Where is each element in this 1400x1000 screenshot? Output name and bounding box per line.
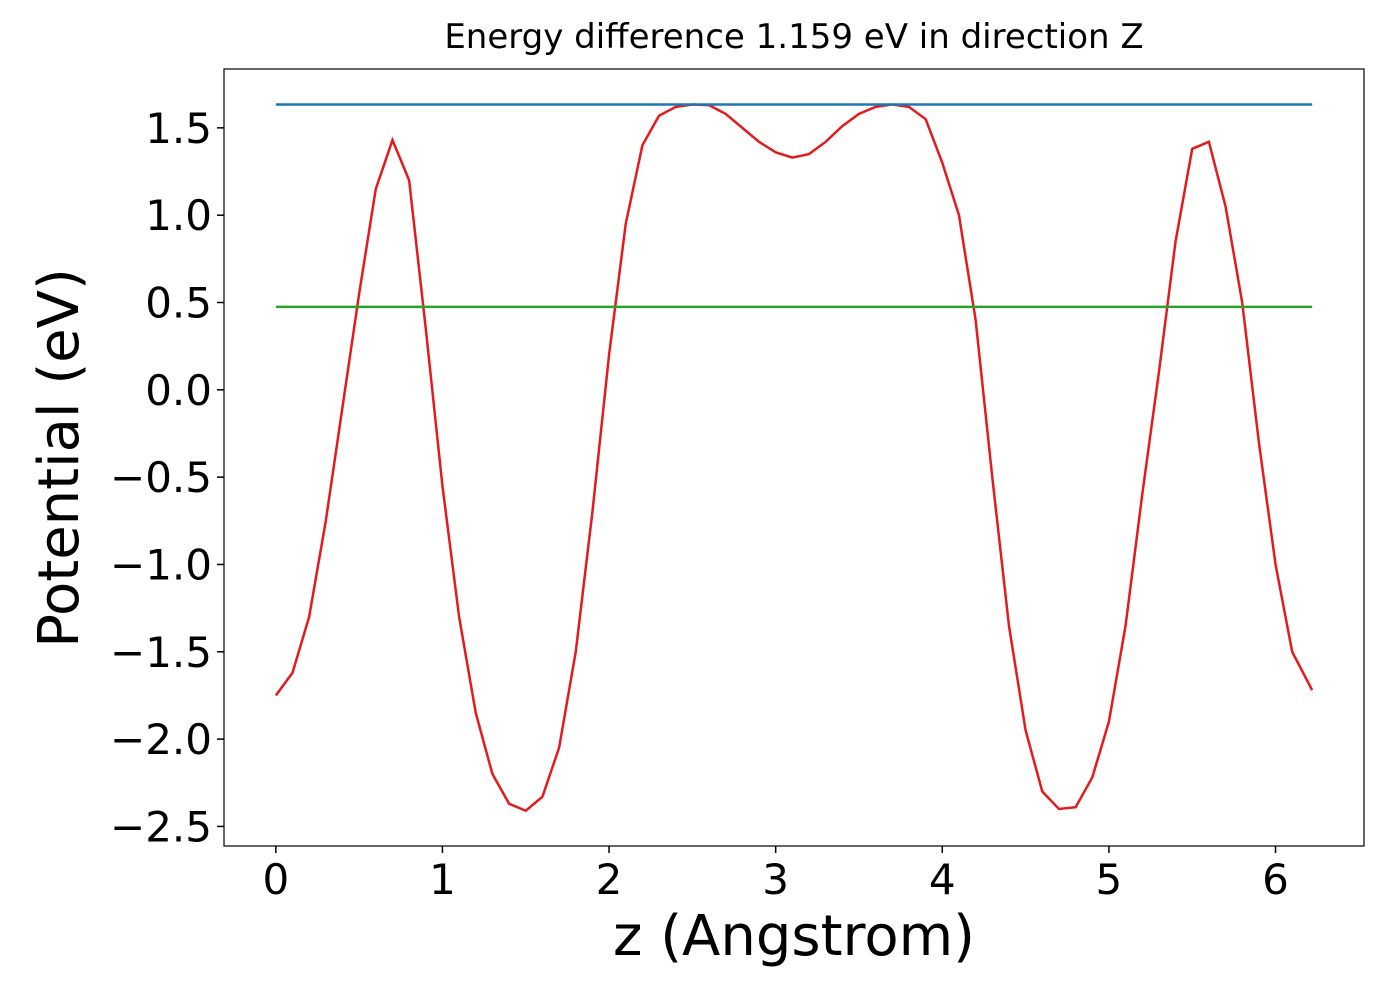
x-tick-label: 4	[929, 855, 956, 904]
plot-frame	[223, 68, 1365, 847]
y-tick-label: −0.5	[110, 453, 212, 502]
line	[274, 103, 1314, 813]
y-tick-label: 1.0	[145, 191, 212, 240]
x-tick-label: 6	[1262, 855, 1289, 904]
x-tick-label: 5	[1096, 855, 1123, 904]
y-tick-label: −2.0	[110, 715, 212, 764]
y-tick-label: 1.5	[145, 104, 212, 153]
y-tick-label: −1.5	[110, 628, 212, 677]
x-axis-label: z (Angstrom)	[613, 904, 975, 969]
y-axis-label: Potential (eV)	[27, 268, 92, 648]
x-tick-label: 0	[262, 855, 289, 904]
y-tick-label: −1.0	[110, 540, 212, 589]
x-tick-label: 2	[596, 855, 623, 904]
x-tick-label: 3	[762, 855, 789, 904]
y-tick-label: 0.5	[145, 279, 212, 328]
chart-title: Energy difference 1.159 eV in direction …	[444, 17, 1143, 57]
y-tick-label: −2.5	[110, 802, 212, 851]
x-tick-label: 1	[429, 855, 456, 904]
y-tick-label: 0.0	[145, 366, 212, 415]
